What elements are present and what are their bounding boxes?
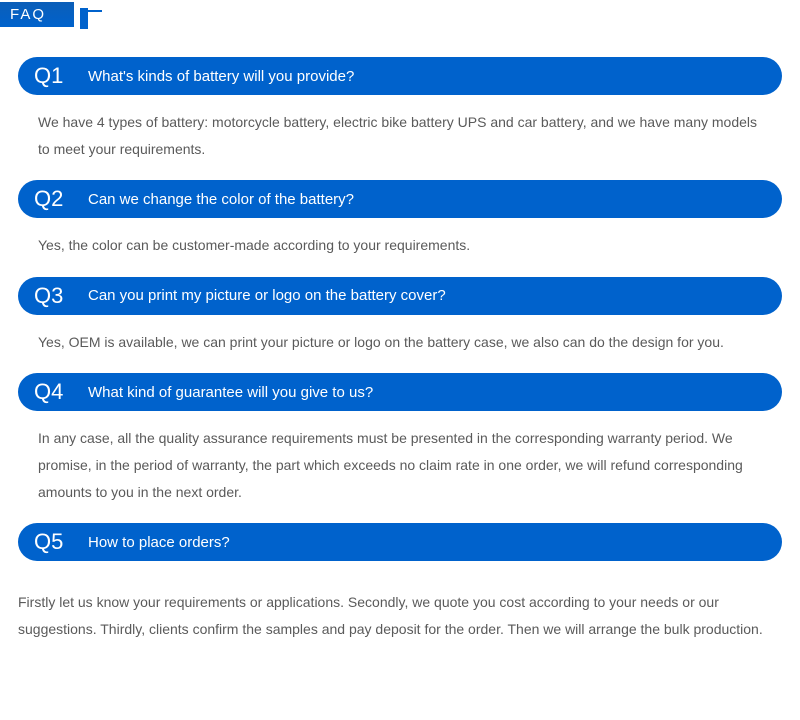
faq-q-text: Can we change the color of the battery? (88, 191, 354, 208)
faq-question-bar: Q1 What's kinds of battery will you prov… (18, 57, 782, 95)
faq-item: Q3 Can you print my picture or logo on t… (18, 277, 782, 360)
faq-answer: Yes, OEM is available, we can print your… (18, 315, 782, 360)
faq-q-label: Q2 (34, 186, 70, 212)
faq-item: Q5 How to place orders? (18, 523, 782, 561)
faq-q-text: Can you print my picture or logo on the … (88, 287, 446, 304)
faq-answer: We have 4 types of battery: motorcycle b… (18, 95, 782, 166)
header-accent-line (88, 10, 102, 12)
faq-title-text: FAQ (10, 6, 46, 23)
header-accent-bar (80, 8, 88, 29)
faq-item: Q1 What's kinds of battery will you prov… (18, 57, 782, 166)
faq-q-label: Q3 (34, 283, 70, 309)
faq-item: Q2 Can we change the color of the batter… (18, 180, 782, 263)
faq-q-label: Q4 (34, 379, 70, 405)
faq-question-bar: Q3 Can you print my picture or logo on t… (18, 277, 782, 315)
faq-q-text: What kind of guarantee will you give to … (88, 384, 373, 401)
faq-q-text: What's kinds of battery will you provide… (88, 68, 354, 85)
faq-q-label: Q5 (34, 529, 70, 555)
faq-q-text: How to place orders? (88, 534, 230, 551)
faq-list: Q1 What's kinds of battery will you prov… (0, 57, 800, 561)
faq-answer: Firstly let us know your requirements or… (0, 575, 800, 646)
faq-title-tab: FAQ (0, 2, 74, 27)
faq-answer: In any case, all the quality assurance r… (18, 411, 782, 509)
faq-question-bar: Q5 How to place orders? (18, 523, 782, 561)
faq-q-label: Q1 (34, 63, 70, 89)
faq-item: Q4 What kind of guarantee will you give … (18, 373, 782, 509)
faq-question-bar: Q2 Can we change the color of the batter… (18, 180, 782, 218)
faq-question-bar: Q4 What kind of guarantee will you give … (18, 373, 782, 411)
faq-header: FAQ (0, 0, 800, 29)
faq-answer: Yes, the color can be customer-made acco… (18, 218, 782, 263)
